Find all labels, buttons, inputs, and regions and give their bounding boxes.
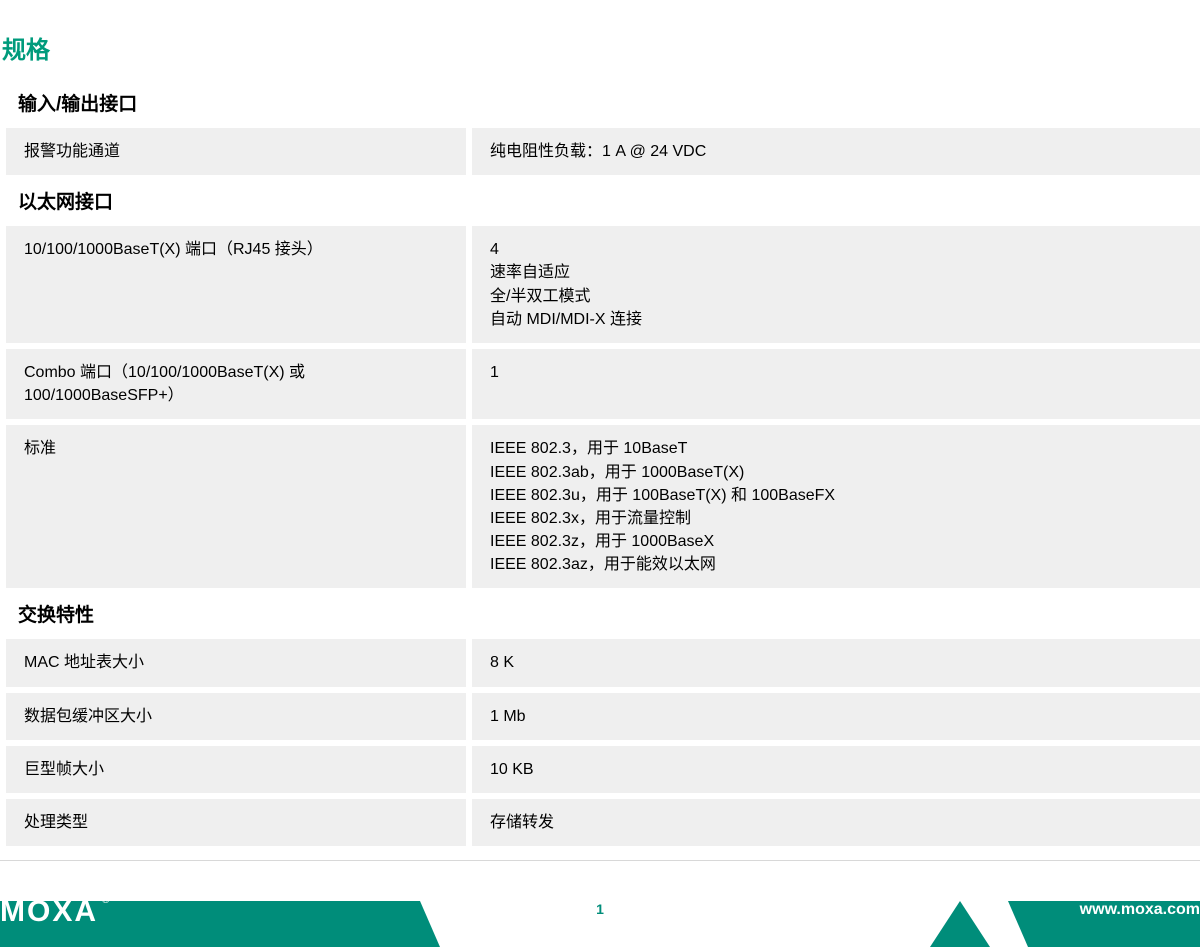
footer-divider <box>0 860 1200 861</box>
footer-url: www.moxa.com <box>1080 901 1200 919</box>
spec-value: IEEE 802.3，用于 10BaseTIEEE 802.3ab，用于 100… <box>472 425 1200 588</box>
spec-value-line: 纯电阻性负载：1 A @ 24 VDC <box>490 140 1182 163</box>
spec-value-line: 存储转发 <box>490 811 1182 834</box>
footer: MOXA ® 1 www.moxa.com <box>0 877 1200 947</box>
spec-value-line: IEEE 802.3x，用于流量控制 <box>490 507 1182 530</box>
spec-value-line: 1 Mb <box>490 705 1182 728</box>
page-number: 1 <box>0 901 1200 917</box>
spec-value: 8 K <box>472 639 1200 686</box>
spec-row: 数据包缓冲区大小 1 Mb <box>0 693 1200 740</box>
spec-value-line: 8 K <box>490 651 1182 674</box>
spec-value-line: IEEE 802.3az，用于能效以太网 <box>490 553 1182 576</box>
spec-value: 4速率自适应全/半双工模式自动 MDI/MDI-X 连接 <box>472 226 1200 343</box>
spec-value-line: IEEE 802.3，用于 10BaseT <box>490 437 1182 460</box>
spec-label: 标准 <box>6 425 466 588</box>
spec-value-line: 速率自适应 <box>490 261 1182 284</box>
spec-value-line: 4 <box>490 238 1182 261</box>
spec-value-line: IEEE 802.3u，用于 100BaseT(X) 和 100BaseFX <box>490 484 1182 507</box>
spec-row: 报警功能通道 纯电阻性负载：1 A @ 24 VDC <box>0 128 1200 175</box>
spec-label: 10/100/1000BaseT(X) 端口（RJ45 接头） <box>6 226 466 343</box>
spec-row: 标准IEEE 802.3，用于 10BaseTIEEE 802.3ab，用于 1… <box>0 425 1200 588</box>
spec-row: MAC 地址表大小 8 K <box>0 639 1200 686</box>
spec-value-line: 自动 MDI/MDI-X 连接 <box>490 308 1182 331</box>
spec-row: 巨型帧大小 10 KB <box>0 746 1200 793</box>
page: 规格 输入/输出接口报警功能通道 纯电阻性负载：1 A @ 24 VDC 以太网接口… <box>0 0 1200 947</box>
spec-label: MAC 地址表大小 <box>6 639 466 686</box>
content: 规格 输入/输出接口报警功能通道 纯电阻性负载：1 A @ 24 VDC 以太网接口… <box>0 0 1200 846</box>
spec-value: 10 KB <box>472 746 1200 793</box>
section-heading: 以太网接口 <box>0 181 1200 226</box>
spec-value-line: 1 <box>490 361 1182 384</box>
spec-row: 处理类型 存储转发 <box>0 799 1200 846</box>
spec-value-line: 10 KB <box>490 758 1182 781</box>
spec-label: 处理类型 <box>6 799 466 846</box>
spec-value: 1 <box>472 349 1200 419</box>
spec-label: 巨型帧大小 <box>6 746 466 793</box>
spec-value-line: IEEE 802.3z，用于 1000BaseX <box>490 530 1182 553</box>
spec-label: 报警功能通道 <box>6 128 466 175</box>
section-heading: 输入/输出接口 <box>0 83 1200 128</box>
spec-value-line: IEEE 802.3ab，用于 1000BaseT(X) <box>490 461 1182 484</box>
spec-label: 数据包缓冲区大小 <box>6 693 466 740</box>
spec-value: 纯电阻性负载：1 A @ 24 VDC <box>472 128 1200 175</box>
spec-value: 存储转发 <box>472 799 1200 846</box>
spec-title: 规格 <box>0 30 1200 65</box>
spec-value-line: 全/半双工模式 <box>490 285 1182 308</box>
spec-row: 10/100/1000BaseT(X) 端口（RJ45 接头）4速率自适应全/半… <box>0 226 1200 343</box>
section-heading: 交换特性 <box>0 594 1200 639</box>
spec-label: Combo 端口（10/100/1000BaseT(X) 或 100/1000B… <box>6 349 466 419</box>
spec-sections: 输入/输出接口报警功能通道 纯电阻性负载：1 A @ 24 VDC 以太网接口10/… <box>0 83 1200 846</box>
spec-row: Combo 端口（10/100/1000BaseT(X) 或 100/1000B… <box>0 349 1200 419</box>
spec-value: 1 Mb <box>472 693 1200 740</box>
